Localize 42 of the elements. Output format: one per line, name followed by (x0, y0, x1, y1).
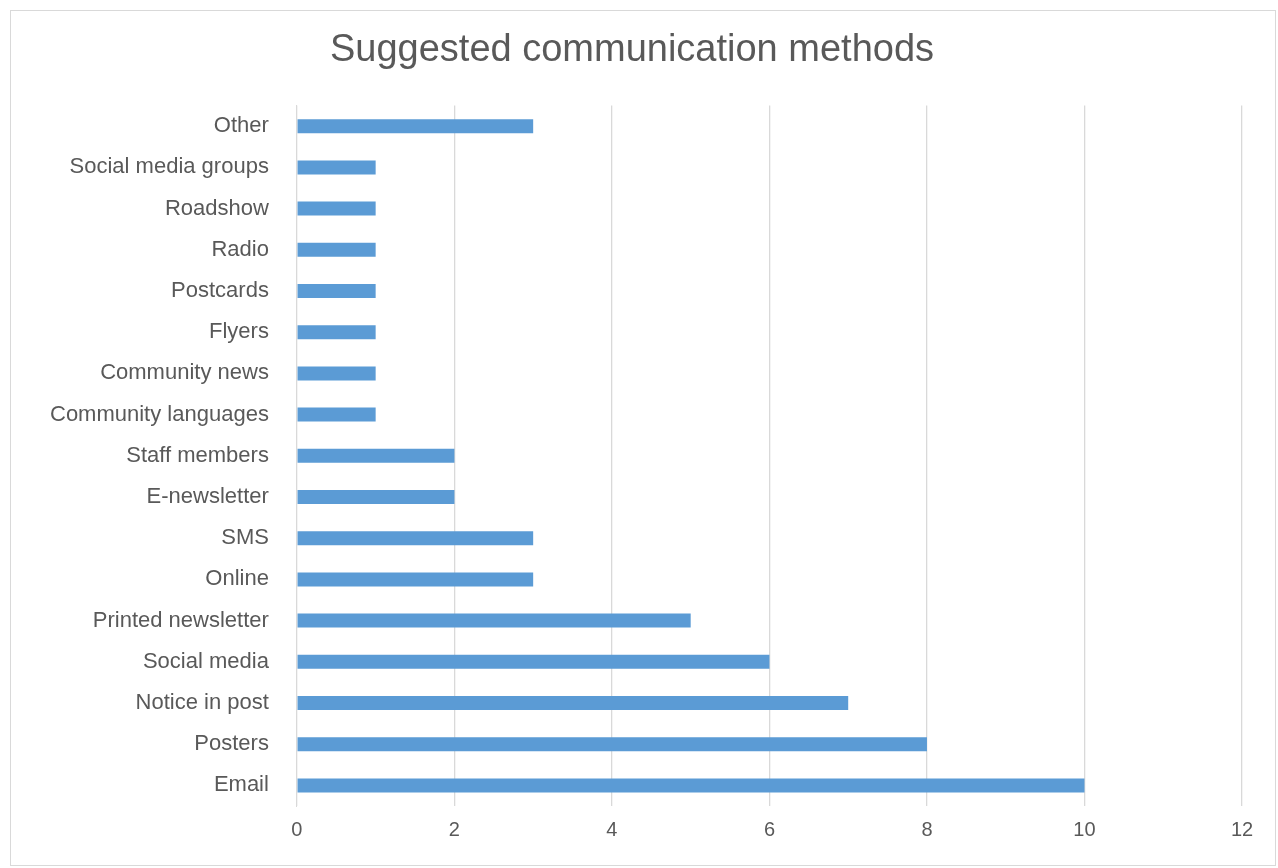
y-tick-label: Community languages (49, 400, 269, 426)
bar (297, 654, 770, 669)
bar (297, 119, 534, 134)
y-tick-label: E-newsletter (146, 483, 269, 509)
bar (297, 325, 376, 340)
y-tick-label: Posters (194, 730, 269, 756)
bar (297, 242, 376, 257)
y-tick-label: Other (213, 112, 269, 138)
bar (297, 284, 376, 298)
bar (297, 696, 849, 710)
x-tick-label: 6 (763, 817, 776, 840)
bar (297, 572, 534, 587)
x-tick-label: 10 (1073, 817, 1096, 840)
bar (297, 490, 455, 504)
bar (297, 778, 1085, 793)
x-tick-label: 4 (606, 817, 618, 840)
y-tick-label: Radio (211, 235, 269, 261)
y-tick-label: Community news (100, 359, 269, 385)
bar (297, 613, 691, 628)
y-tick-label: Flyers (209, 318, 269, 344)
bar (297, 366, 376, 381)
x-tick-label: 12 (1230, 817, 1254, 840)
y-tick-label: Notice in post (135, 689, 269, 715)
y-tick-label: Printed newsletter (92, 606, 269, 632)
y-tick-label: Staff members (126, 441, 269, 467)
y-tick-label: Roadshow (164, 194, 269, 220)
chart-title: Suggested communication methods (329, 27, 935, 70)
bar (297, 160, 376, 175)
y-tick-label: Social media (142, 647, 270, 673)
y-tick-label: Online (205, 565, 269, 591)
y-tick-label: Email (213, 771, 269, 797)
y-tick-label: Postcards (171, 277, 269, 303)
y-tick-label: SMS (221, 524, 269, 550)
y-tick-label: Social media groups (69, 153, 269, 179)
bar (297, 407, 376, 422)
x-tick-label: 2 (448, 817, 460, 840)
bar (297, 448, 455, 463)
x-tick-label: 8 (921, 817, 933, 840)
x-tick-label: 0 (291, 817, 303, 840)
bar (297, 531, 534, 546)
bar (297, 737, 927, 752)
bar (297, 201, 376, 216)
